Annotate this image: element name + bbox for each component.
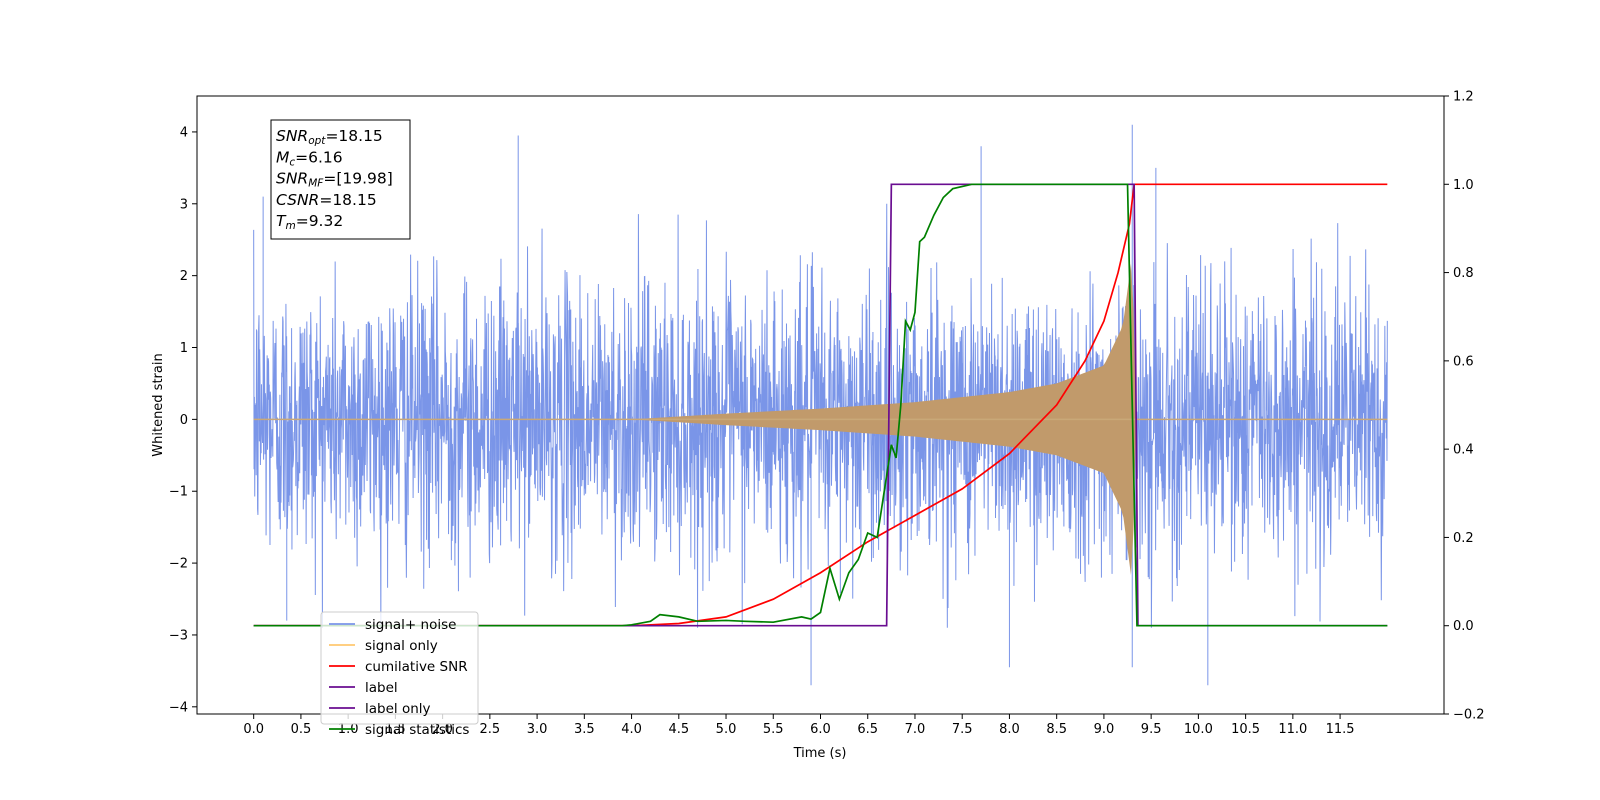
x-tick-label: 0.0 [243,722,264,737]
x-tick-label: 11.5 [1326,722,1355,737]
info-line: Mc=6.16 [276,148,343,168]
x-tick-label: 5.5 [763,722,784,737]
x-tick-label: 9.0 [1094,722,1115,737]
y-tick-label: 0 [180,413,188,428]
series-cumulative-snr-line [253,183,1388,627]
series-signal-statistics-line [253,183,1388,627]
legend-label: signal+ noise [365,617,456,633]
y2-tick-label: 1.0 [1453,178,1474,193]
x-tick-label: 10.0 [1184,722,1213,737]
x-tick-label: 2.0 [432,722,453,737]
x-axis: 0.0 0.5 1.0 1.5 2.0 2.5 3.0 3.5 4.0 4.5 5.0 5.5 6.0 6… [243,714,1355,737]
x-tick-label: 5.0 [716,722,737,737]
y2-axis: 1.2 1.0 0.8 0.6 0.4 0.2 0.0 −0.2 [1444,90,1485,723]
x-tick-label: 10.5 [1231,722,1260,737]
x-tick-label: 4.5 [668,722,689,737]
x-tick-label: 9.5 [1141,722,1162,737]
y-tick-label: 1 [180,341,188,356]
info-box: SNRopt=18.15Mc=6.16SNRMF=[19.98]CSNR=18.… [270,119,411,240]
x-tick-label: 6.5 [857,722,878,737]
x-tick-label: 8.5 [1046,722,1067,737]
x-tick-label: 0.5 [291,722,312,737]
y-tick-label: −4 [169,700,188,715]
x-tick-label: 3.0 [527,722,548,737]
x-tick-label: 2.5 [480,722,501,737]
legend: signal+ noise signal only cumilative SNR la… [320,611,479,738]
y2-tick-label: −0.2 [1453,708,1485,723]
x-tick-label: 3.5 [574,722,595,737]
y-tick-label: 3 [180,197,188,212]
legend-label: label only [365,701,431,717]
x-tick-label: 8.0 [999,722,1020,737]
legend-label: signal statistics [365,722,469,738]
y2-tick-label: 0.8 [1453,266,1474,281]
y2-tick-label: 0.0 [1453,619,1474,634]
y-axis-label: Whitened strain [151,353,166,456]
info-box-frame [270,119,411,240]
plot-content [253,124,1388,686]
x-tick-label: 1.5 [385,722,406,737]
y-tick-label: 2 [180,269,188,284]
y-axis: 4 3 2 1 0 −1 −2 −3 −4 [169,125,197,715]
y2-tick-label: 0.6 [1453,354,1474,369]
x-tick-label: 11.0 [1278,722,1307,737]
y2-tick-label: 1.2 [1453,90,1474,105]
series-signal-noise-line [253,124,1388,686]
x-tick-label: 7.5 [952,722,973,737]
y-tick-label: −2 [169,557,188,572]
info-line: Tm=9.32 [276,212,343,232]
legend-label: label [365,680,398,696]
legend-label: signal only [365,638,438,654]
info-line: SNRMF=[19.98] [276,170,393,190]
y-tick-label: −3 [169,628,188,643]
y-tick-label: 4 [180,125,188,140]
y2-tick-label: 0.2 [1453,531,1474,546]
x-tick-label: 6.0 [810,722,831,737]
y2-tick-label: 0.4 [1453,443,1474,458]
legend-label: cumilative SNR [365,659,468,675]
x-tick-label: 4.0 [621,722,642,737]
legend-frame [320,611,479,725]
x-axis-label: Time (s) [793,746,847,761]
x-tick-label: 7.0 [905,722,926,737]
info-line: CSNR=18.15 [276,191,377,209]
y-tick-label: −1 [169,485,188,500]
info-line: SNRopt=18.15 [276,127,383,147]
